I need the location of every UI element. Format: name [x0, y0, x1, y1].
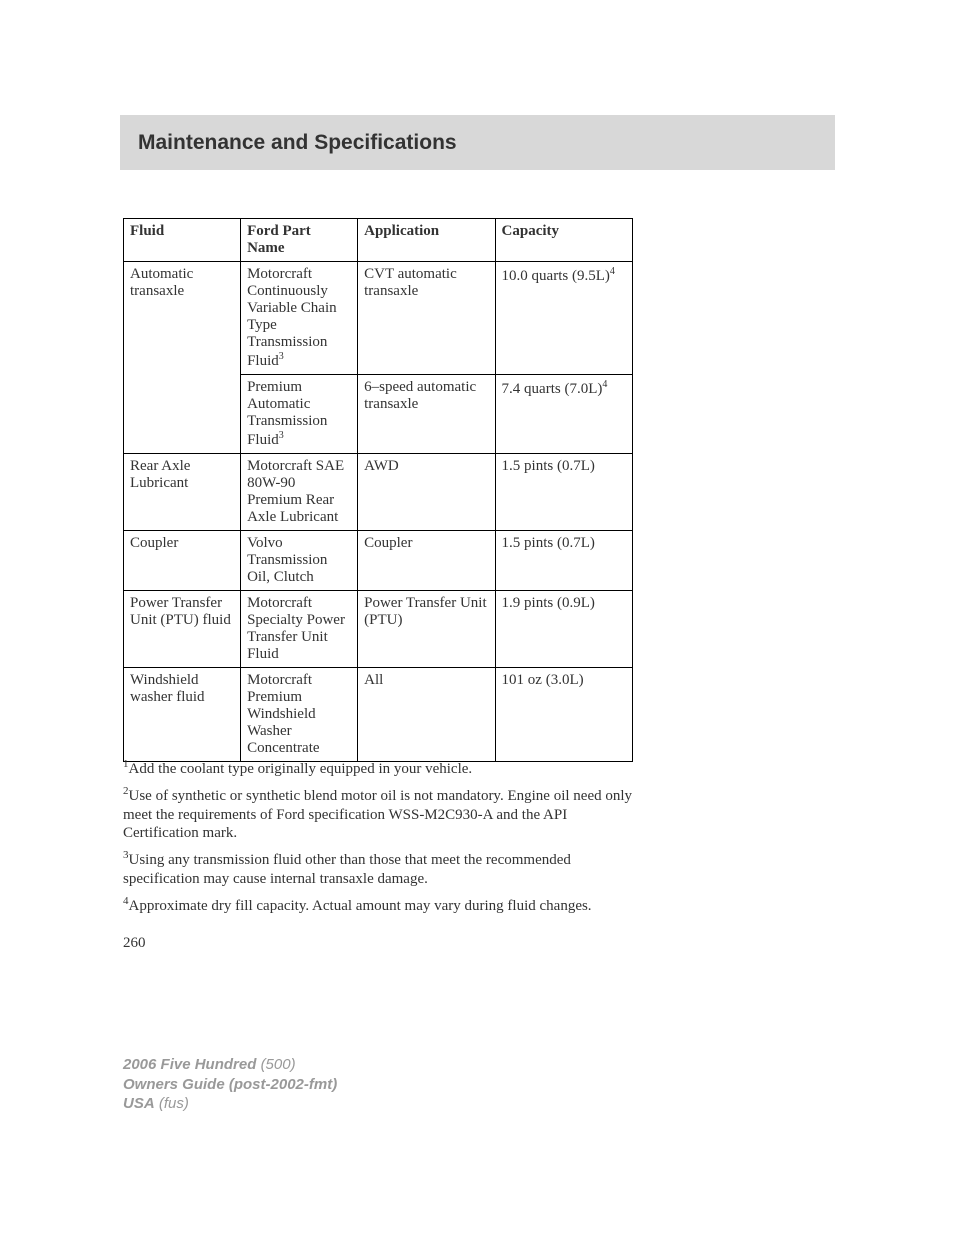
footer: 2006 Five Hundred (500) Owners Guide (po… [123, 1055, 337, 1114]
cell-application: Power Transfer Unit (PTU) [358, 591, 495, 668]
column-header-part: Ford Part Name [241, 219, 358, 262]
footer-line-1: 2006 Five Hundred (500) [123, 1055, 337, 1075]
cell-fluid: Windshield washer fluid [124, 668, 241, 762]
footnote: 2Use of synthetic or synthetic blend mot… [123, 785, 633, 843]
cell-part: Motorcraft SAE 80W-90 Premium Rear Axle … [241, 454, 358, 531]
specifications-table-container: Fluid Ford Part Name Application Capacit… [123, 218, 633, 762]
cell-capacity: 1.5 pints (0.7L) [495, 454, 632, 531]
column-header-capacity: Capacity [495, 219, 632, 262]
table-header-row: Fluid Ford Part Name Application Capacit… [124, 219, 633, 262]
table-row: Automatic transaxle Motorcraft Continuou… [124, 262, 633, 375]
header-bar: Maintenance and Specifications [120, 115, 835, 170]
cell-application: All [358, 668, 495, 762]
cell-fluid: Power Transfer Unit (PTU) fluid [124, 591, 241, 668]
cell-part: Volvo Transmission Oil, Clutch [241, 531, 358, 591]
footnote: 3Using any transmission fluid other than… [123, 849, 633, 889]
footnote: 4Approximate dry fill capacity. Actual a… [123, 895, 633, 916]
cell-part: Motorcraft Specialty Power Transfer Unit… [241, 591, 358, 668]
cell-application: CVT automatic transaxle [358, 262, 495, 375]
cell-fluid: Coupler [124, 531, 241, 591]
column-header-fluid: Fluid [124, 219, 241, 262]
cell-fluid: Automatic transaxle [124, 262, 241, 454]
cell-application: 6–speed automatic transaxle [358, 375, 495, 454]
column-header-application: Application [358, 219, 495, 262]
table-row: Coupler Volvo Transmission Oil, Clutch C… [124, 531, 633, 591]
page-title: Maintenance and Specifications [138, 131, 457, 155]
cell-capacity: 7.4 quarts (7.0L)4 [495, 375, 632, 454]
footnote: 1Add the coolant type originally equippe… [123, 758, 633, 779]
cell-part: Premium Automatic Transmission Fluid3 [241, 375, 358, 454]
cell-capacity: 1.9 pints (0.9L) [495, 591, 632, 668]
page-number: 260 [123, 935, 146, 952]
footer-line-2: Owners Guide (post-2002-fmt) [123, 1075, 337, 1095]
cell-capacity: 1.5 pints (0.7L) [495, 531, 632, 591]
cell-part: Motorcraft Continuously Variable Chain T… [241, 262, 358, 375]
cell-application: AWD [358, 454, 495, 531]
cell-part: Motorcraft Premium Windshield Washer Con… [241, 668, 358, 762]
footnotes-section: 1Add the coolant type originally equippe… [123, 758, 633, 921]
cell-capacity: 101 oz (3.0L) [495, 668, 632, 762]
cell-capacity: 10.0 quarts (9.5L)4 [495, 262, 632, 375]
table-row: Windshield washer fluid Motorcraft Premi… [124, 668, 633, 762]
cell-application: Coupler [358, 531, 495, 591]
table-row: Rear Axle Lubricant Motorcraft SAE 80W-9… [124, 454, 633, 531]
footer-line-3: USA (fus) [123, 1094, 337, 1114]
specifications-table: Fluid Ford Part Name Application Capacit… [123, 218, 633, 762]
table-row: Power Transfer Unit (PTU) fluid Motorcra… [124, 591, 633, 668]
cell-fluid: Rear Axle Lubricant [124, 454, 241, 531]
